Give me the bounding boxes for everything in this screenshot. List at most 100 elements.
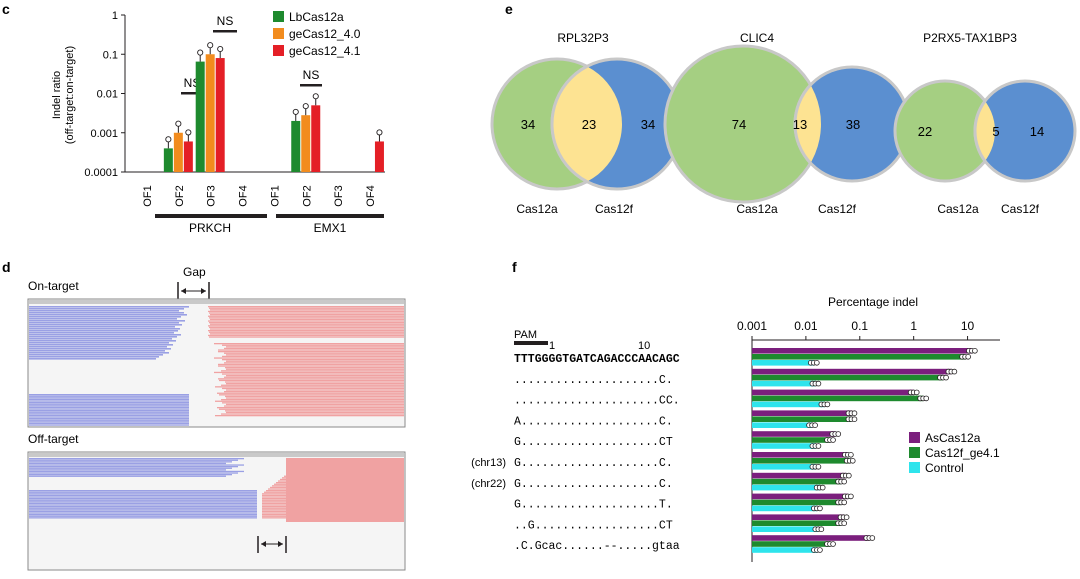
f-xlabel: Percentage indel xyxy=(828,295,918,309)
read-red xyxy=(210,318,404,321)
read-blue xyxy=(29,424,189,426)
f-bar xyxy=(752,493,848,500)
read-red xyxy=(226,354,404,356)
c-group-label: EMX1 xyxy=(314,221,347,235)
read-blue xyxy=(29,320,185,322)
venn-overlap-count: 5 xyxy=(992,124,999,139)
f-bar xyxy=(752,401,825,408)
f-sequence-label: G....................CT xyxy=(514,436,673,449)
read-blue xyxy=(29,314,187,316)
f-point xyxy=(841,520,847,526)
c-ytick-label: 1 xyxy=(112,10,118,22)
gap2-arrow-heads xyxy=(261,541,283,547)
c-point xyxy=(207,42,214,49)
read-red xyxy=(209,307,404,309)
read-red xyxy=(215,400,404,402)
read-blue xyxy=(29,310,179,312)
read-blue xyxy=(29,342,169,344)
read-red xyxy=(218,351,404,353)
read-red xyxy=(210,328,404,330)
read-blue xyxy=(29,498,257,500)
f-point xyxy=(830,541,836,547)
read-red xyxy=(208,306,404,308)
venn-right-count: 38 xyxy=(846,117,860,132)
venn-diagram: CLIC4 74 13 38 Cas12a Cas12f xyxy=(663,31,911,216)
c-point xyxy=(165,136,172,143)
read-red xyxy=(226,346,404,348)
f-sequence-label: G....................T. xyxy=(514,499,673,512)
f-bar xyxy=(752,464,816,470)
read-red xyxy=(210,314,404,316)
f-legend-swatch xyxy=(909,447,920,458)
read-blue xyxy=(29,328,180,330)
c-legend-swatch xyxy=(273,11,284,22)
read-blue xyxy=(29,499,257,501)
read-blue xyxy=(29,352,169,354)
f-sequence-label: .C.Gcac......--.....gtaa xyxy=(514,540,680,553)
read-red xyxy=(210,323,404,325)
f-bar xyxy=(752,395,924,402)
venn-overlap-count: 13 xyxy=(793,117,807,132)
f-bar xyxy=(752,443,816,449)
read-blue xyxy=(29,419,189,421)
c-ylabel-line2: (off-target:on-target) xyxy=(64,46,76,144)
read-blue xyxy=(29,462,226,465)
venn-title: RPL32P3 xyxy=(557,31,609,45)
read-red xyxy=(222,344,404,346)
read-red xyxy=(224,347,404,350)
f-legend-label: Cas12f_ge4.1 xyxy=(925,446,1000,460)
f-xtick-label: 0.01 xyxy=(794,319,818,333)
f-point xyxy=(814,359,820,366)
read-blue xyxy=(29,413,189,415)
read-red xyxy=(221,384,404,386)
venn-diagram: P2RX5-TAX1BP3 22 5 14 Cas12a Cas12f xyxy=(893,31,1077,216)
read-red xyxy=(209,322,404,324)
read-red xyxy=(224,391,404,393)
c-point xyxy=(292,108,299,115)
read-blue xyxy=(29,501,257,503)
read-blue xyxy=(29,418,189,420)
c-ytick-label: 0.01 xyxy=(97,89,118,101)
read-blue xyxy=(29,414,189,417)
on-target-label: On-target xyxy=(28,279,79,293)
f-point xyxy=(848,451,854,458)
read-red xyxy=(215,386,404,388)
read-blue xyxy=(29,405,189,407)
read-red xyxy=(221,413,404,415)
c-ns-bar xyxy=(181,92,203,95)
venn-left-label: Cas12a xyxy=(937,202,979,216)
panel-letter-f: f xyxy=(512,259,517,275)
f-bar xyxy=(752,422,813,428)
read-blue xyxy=(29,402,189,404)
f-point xyxy=(943,374,949,381)
read-red xyxy=(214,343,404,345)
read-blue xyxy=(29,507,257,509)
read-red xyxy=(222,402,404,404)
read-blue xyxy=(29,421,189,423)
read-blue xyxy=(29,406,189,409)
f-bar xyxy=(752,416,852,422)
f-bar xyxy=(752,368,952,375)
read-red xyxy=(224,376,404,378)
f-point xyxy=(848,493,854,500)
f-point xyxy=(846,472,852,479)
c-ytick-label: 0.001 xyxy=(90,128,118,140)
c-ns-bar xyxy=(213,30,237,33)
c-point xyxy=(197,49,204,56)
f-bar xyxy=(752,547,817,553)
f-xtick-label: 10 xyxy=(961,319,975,333)
read-blue xyxy=(29,397,189,399)
read-red xyxy=(209,317,404,319)
venn-right-count: 34 xyxy=(641,117,655,132)
f-point xyxy=(843,514,850,520)
venn-diagram: RPL32P3 34 23 34 Cas12a Cas12f xyxy=(490,31,684,216)
off-target-track xyxy=(27,451,406,571)
f-row-tag: (chr13) xyxy=(471,457,506,469)
read-red xyxy=(208,320,404,322)
read-blue xyxy=(29,316,181,318)
read-blue xyxy=(29,318,177,320)
c-point xyxy=(376,129,383,136)
read-blue xyxy=(29,475,226,477)
read-blue xyxy=(29,308,184,310)
f-point xyxy=(913,389,920,396)
